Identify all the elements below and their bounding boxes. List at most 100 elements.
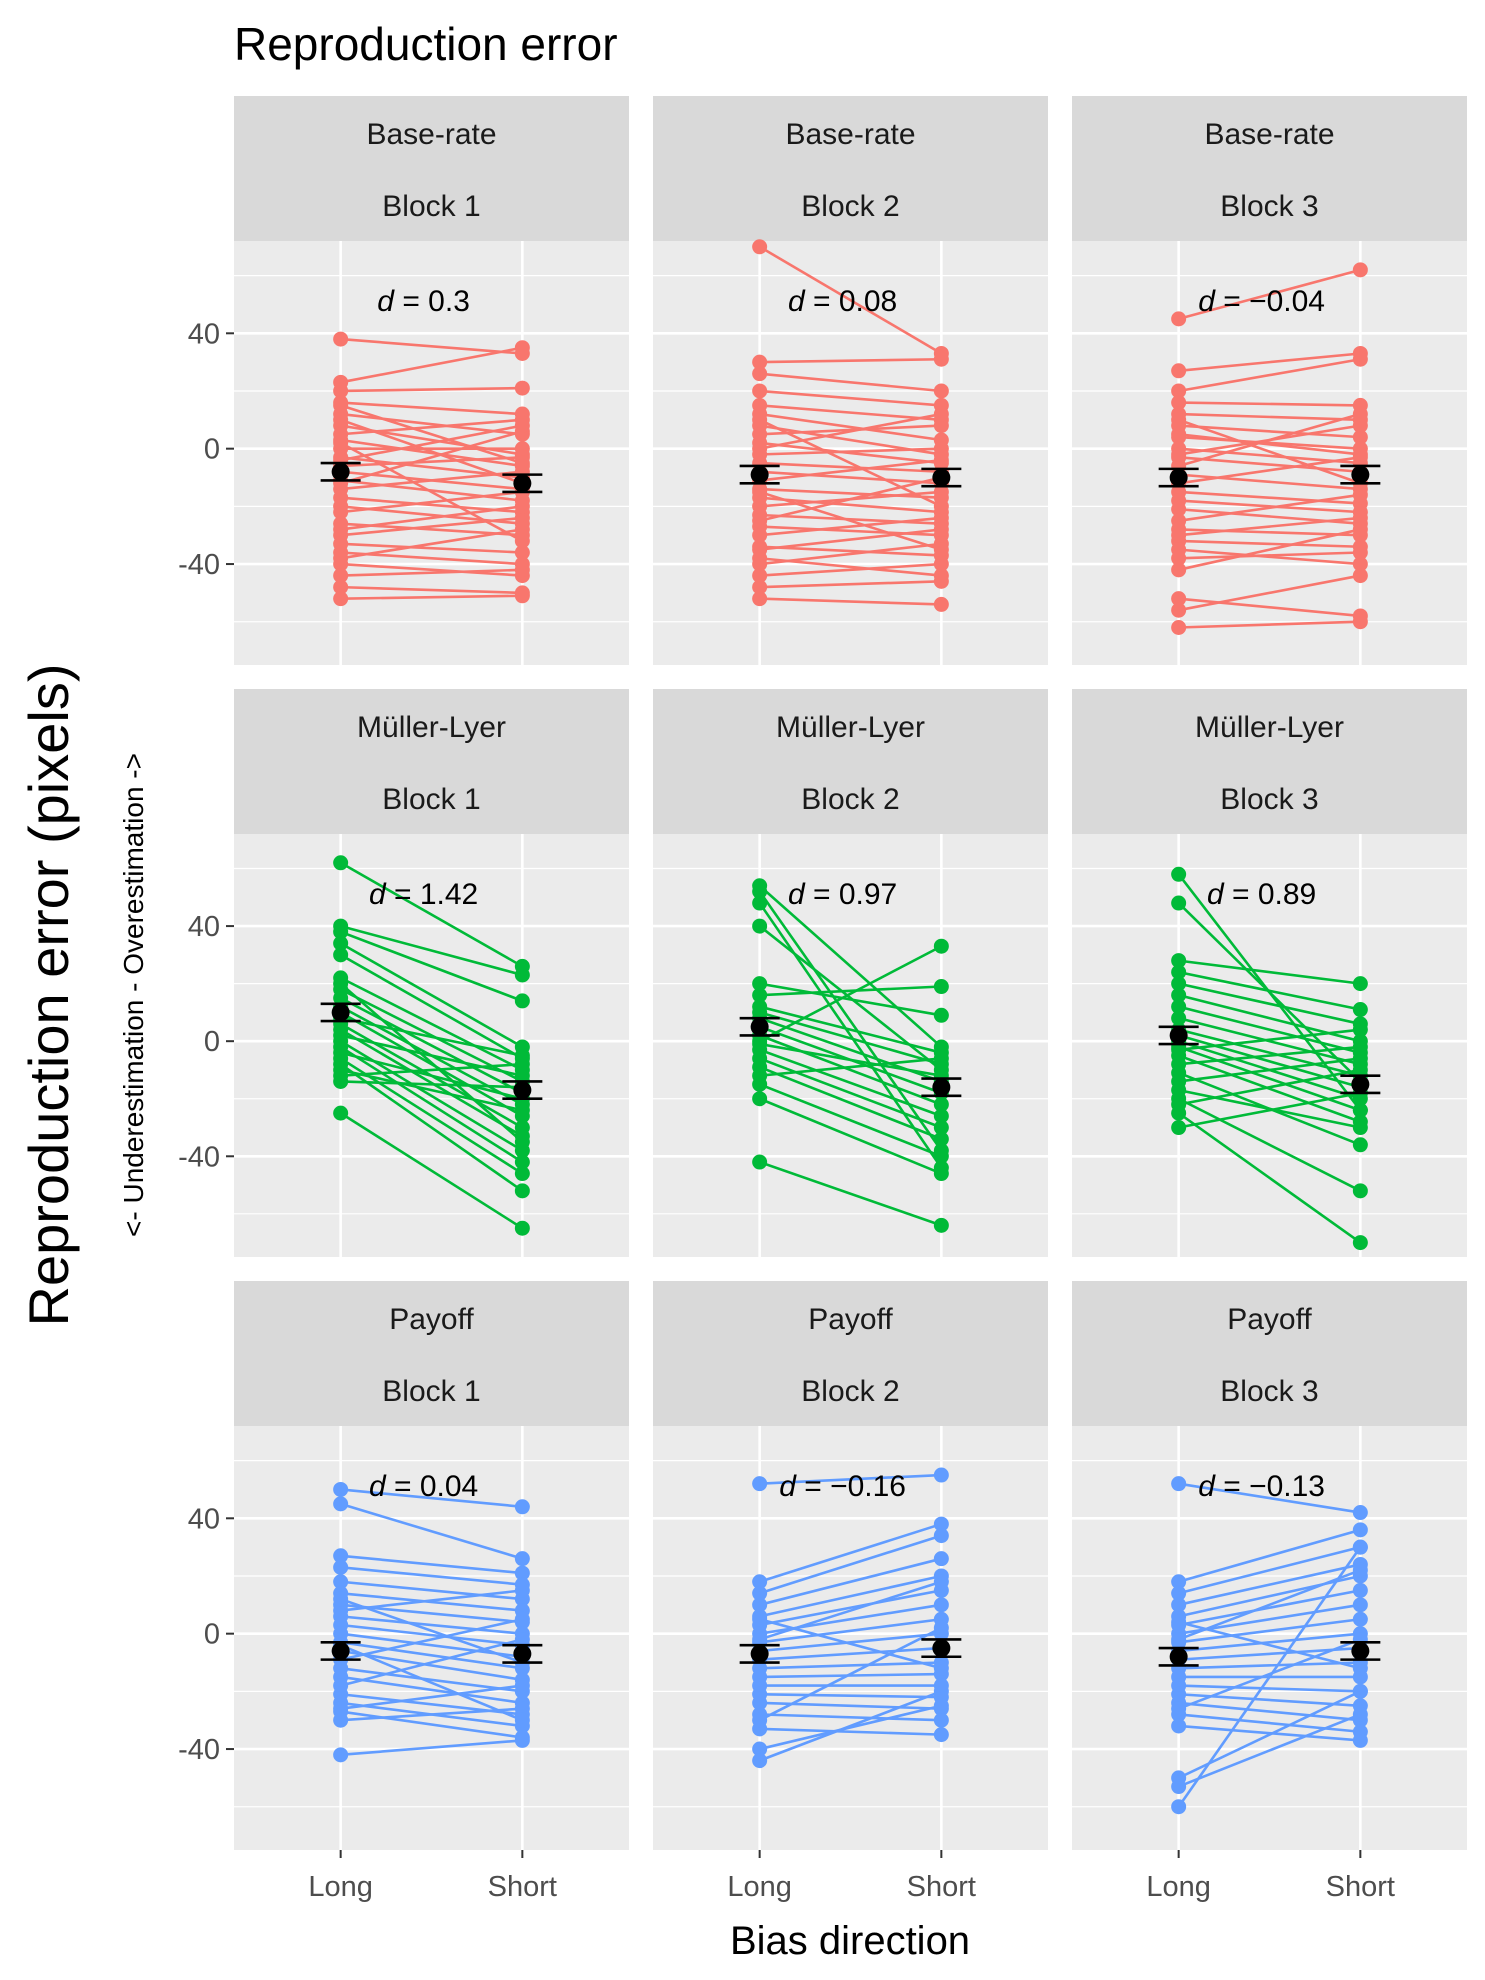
data-point <box>933 1108 949 1124</box>
pair-line <box>340 441 523 543</box>
data-point <box>752 591 768 607</box>
pair-line <box>1178 1684 1361 1693</box>
pair-line <box>759 1661 942 1670</box>
data-point <box>514 521 530 537</box>
pair-line <box>759 985 942 997</box>
pair-line <box>759 1626 942 1722</box>
data-point <box>933 441 949 457</box>
data-point <box>933 498 949 514</box>
pair-line <box>1178 1068 1361 1106</box>
data-point <box>1352 446 1368 462</box>
y-tick-label: -40 <box>178 549 220 581</box>
pair-line <box>759 1617 942 1644</box>
pair-line <box>340 924 523 977</box>
data-point <box>333 1701 349 1717</box>
data-point <box>514 1134 530 1150</box>
pair-line <box>759 528 942 551</box>
pair-line <box>1178 401 1361 407</box>
panel-background <box>653 1426 1048 1850</box>
pair-line <box>1178 1528 1361 1584</box>
data-point <box>333 1603 349 1619</box>
data-point <box>514 1582 530 1598</box>
data-point <box>933 1597 949 1613</box>
pair-line <box>1178 432 1361 456</box>
strip-label: Payoff <box>389 1303 474 1336</box>
pair-line <box>758 245 943 355</box>
data-point <box>514 1068 530 1084</box>
pair-line <box>340 1016 523 1057</box>
pair-line <box>759 1646 942 1661</box>
pair-line <box>1178 1620 1361 1670</box>
pair-line <box>1178 1045 1361 1066</box>
pair-line <box>340 1644 523 1722</box>
data-point <box>1352 1505 1368 1521</box>
data-point <box>933 418 949 434</box>
data-point <box>333 435 349 451</box>
data-point <box>514 1056 530 1072</box>
data-point <box>514 1166 530 1182</box>
data-point <box>514 1712 530 1728</box>
pair-line <box>758 902 943 1169</box>
data-point <box>1171 1779 1187 1795</box>
pair-line <box>340 1615 523 1635</box>
pair-line <box>340 438 523 468</box>
strip-background <box>1072 689 1467 834</box>
mean-point <box>331 462 350 481</box>
data-point <box>514 1565 530 1581</box>
pair-line <box>1178 620 1361 629</box>
data-point <box>933 1727 949 1743</box>
pair-line <box>340 528 523 560</box>
data-point <box>333 1548 349 1564</box>
pair-line <box>1178 499 1361 514</box>
data-point <box>933 1660 949 1676</box>
mean-point <box>513 474 532 493</box>
data-point <box>333 1559 349 1575</box>
data-point <box>514 1499 530 1515</box>
pair-line <box>340 346 523 384</box>
mean-point <box>932 1078 951 1097</box>
data-point <box>933 1217 949 1233</box>
data-point <box>1171 426 1187 442</box>
facet-panel: Base-rate Block 2 d = 0.08 <box>653 96 1048 665</box>
pair-line <box>1178 1713 1361 1734</box>
data-point <box>752 1574 768 1590</box>
pair-line <box>340 1623 523 1647</box>
pair-line <box>1178 551 1361 560</box>
data-point <box>752 354 768 370</box>
pair-line <box>759 1057 942 1078</box>
strip-label: Base-rate <box>1204 118 1334 151</box>
data-point <box>1171 1614 1187 1630</box>
data-point <box>1171 1010 1187 1026</box>
x-tick-label: Long <box>308 1871 373 1903</box>
pair-line <box>340 1597 523 1664</box>
data-point <box>933 596 949 612</box>
pair-line <box>1178 268 1361 321</box>
pair-line <box>1178 1569 1361 1641</box>
pair-line <box>1178 1563 1361 1607</box>
data-point <box>333 1481 349 1497</box>
pair-line <box>1178 970 1361 1011</box>
data-point <box>333 591 349 607</box>
pair-line <box>759 1522 942 1583</box>
data-point <box>752 542 768 558</box>
data-point <box>752 884 768 900</box>
pair-line <box>1178 1701 1361 1722</box>
pair-line <box>340 337 523 355</box>
pair-line <box>340 401 523 416</box>
effect-size-label: d = 0.97 <box>788 878 897 911</box>
pair-line <box>1178 424 1361 439</box>
pair-line <box>1178 597 1361 618</box>
pair-line <box>759 490 942 551</box>
data-point <box>933 1096 949 1112</box>
pair-line <box>340 1638 523 1687</box>
data-point <box>333 331 349 347</box>
pair-line <box>759 470 942 485</box>
pair-line <box>340 585 523 595</box>
strip-label: Payoff <box>1227 1303 1312 1336</box>
pair-line <box>1178 357 1361 393</box>
data-point <box>514 533 530 549</box>
data-point <box>333 1574 349 1590</box>
y-tick-label: 40 <box>188 1503 220 1535</box>
data-point <box>1171 550 1187 566</box>
pair-line <box>340 1580 523 1601</box>
